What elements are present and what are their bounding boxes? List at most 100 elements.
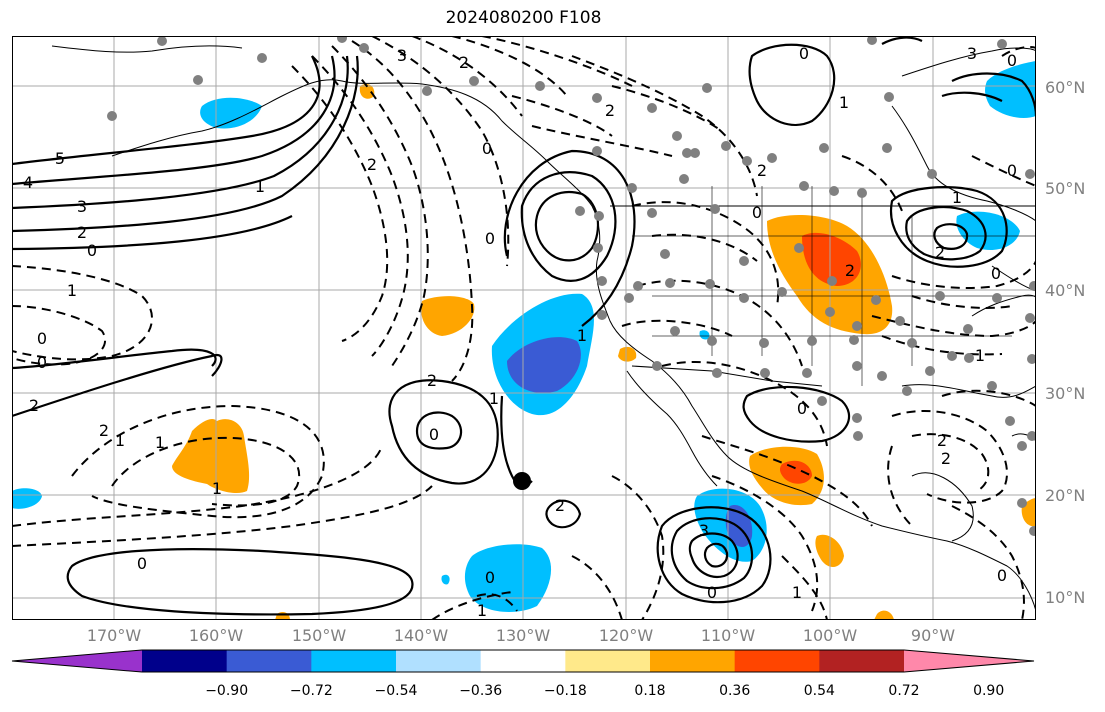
colorbar-segment xyxy=(650,650,736,672)
contour-label: 1 xyxy=(577,326,587,345)
negative-anomaly-region xyxy=(507,337,581,393)
colorbar-segment xyxy=(819,650,905,672)
contour-label: 0 xyxy=(485,568,495,587)
colorbar-segment xyxy=(311,650,397,672)
contour-label: 2 xyxy=(555,496,565,515)
contour-label: 2 xyxy=(77,223,87,242)
contour-label: 0 xyxy=(707,583,717,602)
contour-label: 0 xyxy=(752,203,762,222)
colorbar-tick-label: 0.72 xyxy=(888,683,920,699)
contour-label: 0 xyxy=(991,264,1001,283)
contour-label: 3 xyxy=(699,521,709,540)
contour-label: 0 xyxy=(37,329,47,348)
lon-label: 120°W xyxy=(598,626,654,645)
contour-label: 0 xyxy=(37,353,47,372)
contour-label: 4 xyxy=(23,173,33,192)
lon-label: 100°W xyxy=(802,626,858,645)
contour-label: 1 xyxy=(115,431,125,450)
colorbar-tick-label: −0.18 xyxy=(543,683,587,699)
contour-label: 0 xyxy=(797,399,807,418)
contour-label: 2 xyxy=(845,261,855,280)
lat-label: 60°N xyxy=(1045,78,1086,97)
contour-label: 2 xyxy=(367,155,377,174)
contour-label: 0 xyxy=(485,229,495,248)
contour-label: 0 xyxy=(1007,161,1017,180)
contour-label: 0 xyxy=(799,44,809,63)
lon-label: 170°W xyxy=(86,626,142,645)
contour-label: 2 xyxy=(757,161,767,180)
negative-anomaly-region xyxy=(985,61,1036,118)
colorbar-tick-label: −0.54 xyxy=(374,683,418,699)
positive-anomaly-region xyxy=(172,419,250,494)
contour-label: 1 xyxy=(792,583,802,602)
colorbar-segment xyxy=(565,650,651,672)
negative-anomaly-region xyxy=(12,488,42,509)
contour-label: 1 xyxy=(212,479,222,498)
lat-label: 10°N xyxy=(1045,588,1086,607)
lon-label: 90°W xyxy=(910,626,956,645)
lat-label: 40°N xyxy=(1045,281,1086,300)
colorbar xyxy=(11,649,1035,673)
colorbar-segment xyxy=(734,650,820,672)
contour-label: 3 xyxy=(967,44,977,63)
position-marker xyxy=(513,472,531,490)
negative-anomaly-region xyxy=(441,574,450,585)
contour-label: 1 xyxy=(477,601,487,620)
contour-label: 1 xyxy=(67,281,77,300)
lat-label: 30°N xyxy=(1045,384,1086,403)
contour-label: 1 xyxy=(255,177,265,196)
positive-anomaly-region xyxy=(421,296,475,336)
colorbar-extend-low xyxy=(12,650,142,672)
colorbar-tick-label: 0.54 xyxy=(803,683,835,699)
contour-label: 1 xyxy=(952,188,962,207)
colorbar-segment xyxy=(396,650,482,672)
contour-label: 1 xyxy=(155,433,165,452)
contour-label: 1 xyxy=(489,389,499,408)
contour-label: 2 xyxy=(935,243,945,262)
colorbar-segment xyxy=(480,650,566,672)
colorbar-tick-label: 0.18 xyxy=(634,683,666,699)
lon-label: 150°W xyxy=(291,626,347,645)
colorbar-tick-label: 0.90 xyxy=(973,683,1005,699)
lon-label: 140°W xyxy=(393,626,449,645)
colorbar-segment xyxy=(142,650,228,672)
contour-label: 0 xyxy=(87,241,97,260)
positive-anomaly-region xyxy=(779,460,812,484)
negative-anomaly-region xyxy=(464,544,552,612)
contour-label: 2 xyxy=(29,396,39,415)
contour-label: 3 xyxy=(77,197,87,216)
colorbar-tick-label: −0.90 xyxy=(205,683,249,699)
colorbar-extend-high xyxy=(904,650,1034,672)
contour-label: 2 xyxy=(427,371,437,390)
negative-anomaly-region xyxy=(956,211,1020,251)
lon-label: 130°W xyxy=(495,626,551,645)
contour-label: 1 xyxy=(839,93,849,112)
positive-anomaly-region xyxy=(359,84,375,99)
lon-label: 160°W xyxy=(188,626,244,645)
contour-label: 5 xyxy=(55,149,65,168)
contour-label: 0 xyxy=(1007,51,1017,70)
contour-lines xyxy=(12,36,1036,616)
colorbar-tick-label: 0.36 xyxy=(719,683,751,699)
contour-label: 2 xyxy=(941,449,951,468)
contour-label: 0 xyxy=(482,139,492,158)
contour-label: 2 xyxy=(459,53,469,72)
contour-label: 2 xyxy=(99,421,109,440)
contour-label: 1 xyxy=(975,346,985,365)
negative-anomaly-region xyxy=(699,330,710,340)
contour-label: 2 xyxy=(937,431,947,450)
positive-anomaly-region xyxy=(618,346,637,362)
colorbar-tick-label: −0.36 xyxy=(459,683,503,699)
colorbar-segment xyxy=(226,650,312,672)
lon-label: 110°W xyxy=(700,626,756,645)
lat-label: 20°N xyxy=(1045,486,1086,505)
contour-label: 0 xyxy=(997,566,1007,585)
contour-label: 2 xyxy=(605,101,615,120)
contour-label: 0 xyxy=(429,425,439,444)
map-title: 2024080200 F108 xyxy=(445,8,602,28)
colorbar-segments xyxy=(11,649,1035,673)
contour-label: 0 xyxy=(137,554,147,573)
positive-anomaly-region xyxy=(802,232,861,286)
